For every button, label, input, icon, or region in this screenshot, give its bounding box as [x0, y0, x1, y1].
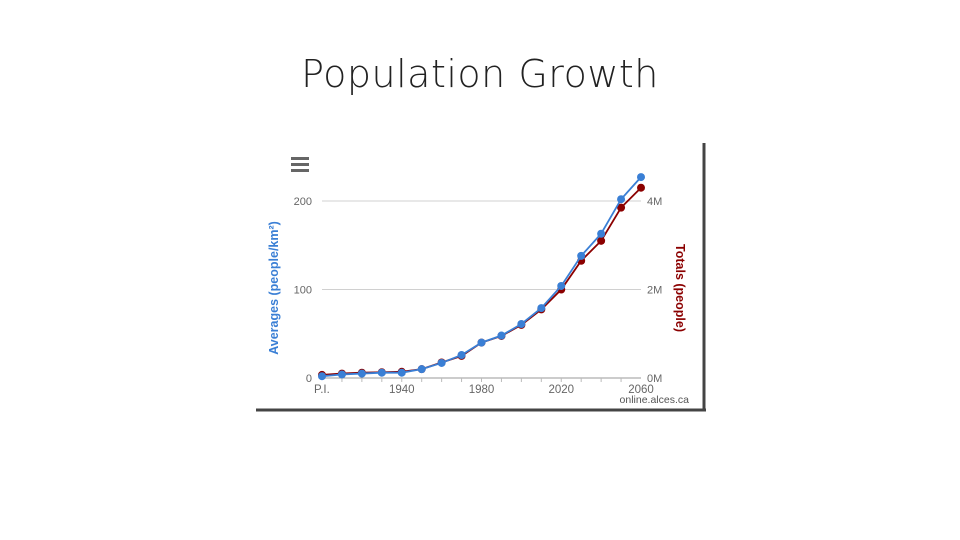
- x-axis: P.I. 1940 1980 2020 2060: [314, 378, 654, 396]
- data-point-averages: [537, 304, 546, 313]
- series-line-totals: [321, 187, 642, 376]
- y-left-tick-label: 0: [306, 373, 312, 385]
- data-point-averages: [637, 173, 645, 182]
- slide-title: Population Growth: [301, 52, 659, 96]
- source-credit: online.alces.ca: [620, 394, 690, 406]
- x-tick-label: 2060: [628, 384, 654, 396]
- data-point-averages: [577, 251, 586, 260]
- population-chart: P.I. 1940 1980 2020 2060 0 100 200 0M 2M 4M Aver…: [256, 143, 706, 412]
- data-point-totals: [617, 203, 626, 212]
- x-tick-label: P.I.: [314, 384, 330, 396]
- data-point-averages: [557, 281, 566, 290]
- y-axis-right: 0M 2M 4M: [647, 196, 662, 385]
- y-right-tick-label: 0M: [647, 373, 662, 385]
- x-tick-label: 1980: [469, 384, 495, 396]
- x-tick-label: 2020: [548, 384, 574, 396]
- data-point-totals: [637, 183, 645, 192]
- grid-lines: [322, 200, 641, 379]
- y-axis-left: 0 100 200: [294, 196, 312, 385]
- data-point-averages: [597, 229, 606, 238]
- y-right-tick-label: 4M: [647, 196, 662, 208]
- data-point-averages: [517, 320, 526, 329]
- data-point-averages: [357, 369, 366, 378]
- data-point-averages: [477, 338, 486, 347]
- y-axis-left-label: Averages (people/km²): [267, 221, 281, 355]
- data-point-averages: [318, 372, 326, 381]
- data-point-totals: [597, 236, 606, 245]
- x-tick-label: 1940: [389, 384, 415, 396]
- data-point-averages: [617, 195, 626, 204]
- y-axis-right-label: Totals (people): [673, 244, 687, 332]
- menu-icon[interactable]: [291, 157, 309, 172]
- data-point-averages: [397, 368, 406, 377]
- data-point-averages: [457, 350, 466, 359]
- data-point-averages: [417, 365, 426, 374]
- y-right-tick-label: 2M: [647, 285, 662, 297]
- data-point-averages: [497, 331, 506, 340]
- data-point-averages: [437, 358, 446, 367]
- series-layer: [318, 173, 645, 381]
- y-left-tick-label: 100: [294, 285, 312, 297]
- data-point-averages: [377, 368, 386, 377]
- data-point-averages: [337, 370, 346, 379]
- y-left-tick-label: 200: [294, 196, 312, 208]
- chart-frame: P.I. 1940 1980 2020 2060 0 100 200 0M 2M 4M Aver…: [256, 143, 706, 415]
